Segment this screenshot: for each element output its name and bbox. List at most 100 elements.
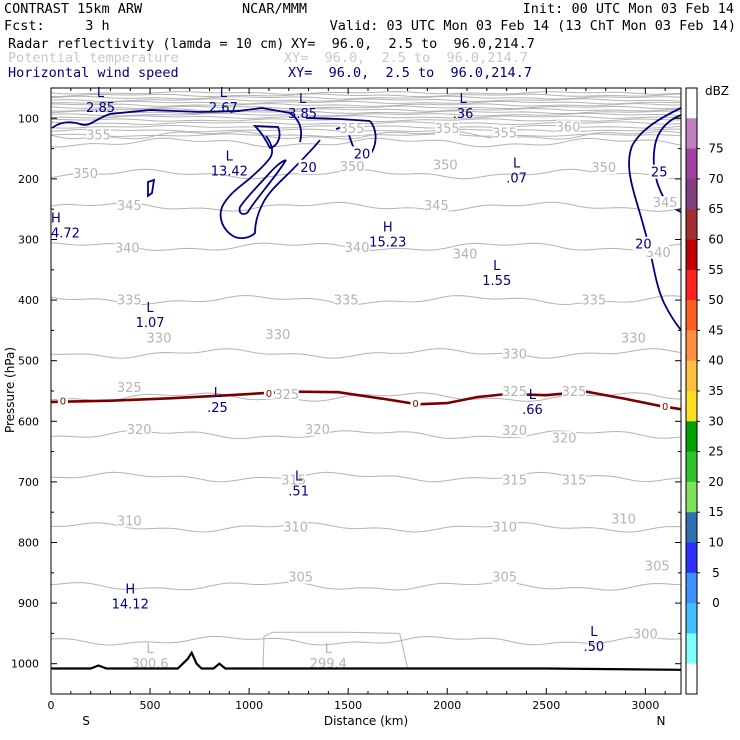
theta-label-bg [435,122,460,136]
x-tick-label: 1000 [235,699,263,712]
theta-contour-boundary-pocket [262,631,409,669]
theta-contour-stratosphere [51,95,681,100]
colorbar-swatch [686,178,697,210]
extremum-type: L [220,86,228,101]
theta-label: 320 [127,423,152,438]
theta-label-bg [562,385,587,399]
theta-contour-stratosphere [51,112,681,117]
extremum-type: L [214,386,222,401]
zero-contour-label: 0 [60,397,66,408]
theta-label: 310 [492,520,517,535]
speed-contour-label: 20 [354,147,371,162]
terrain-line [51,650,681,671]
theta-label: 310 [283,520,308,535]
theta-label-bg [492,126,517,140]
colorbar-swatch [686,209,697,240]
theta-label-bg [556,120,581,134]
colorbar-swatch [686,391,697,422]
extremum-value: 1.55 [482,274,511,289]
extremum-value: 3.85 [288,107,317,122]
colorbar-level-label: 25 [708,445,723,459]
extremum-value: .66 [522,403,543,418]
x-axis-label: Distance (km) [324,714,408,728]
theta-label-bg [633,627,658,641]
theta-contour-stratosphere [51,100,681,105]
colorbar-swatch [686,269,697,301]
theta-label-bg [86,128,111,142]
theta-contour-stratosphere [51,121,681,126]
theta-label-bg [117,293,142,307]
theta-contour-355 [51,137,681,148]
theta-label-bg [340,122,365,136]
extremum-type: L [295,470,303,485]
theta-label: 350 [433,159,458,174]
theta-label: 330 [147,331,172,346]
theta-label: 355 [435,122,460,137]
theta-label: 325 [117,381,142,396]
theta-label-bg [453,247,478,261]
theta-label-bg [340,159,365,173]
extremum-value: .36 [453,107,474,122]
colorbar-level-label: 60 [708,233,723,247]
run-title: CONTRAST 15km ARW [4,1,143,17]
colorbar-level-label: 50 [708,293,723,307]
theta-label: 325 [562,385,587,400]
y-tick-label: 1000 [11,658,39,671]
terrain [51,650,681,671]
colorbar-swatch [686,148,697,180]
wind-contour-left-hook [147,178,156,198]
colorbar-level-label: 10 [708,536,723,550]
extremum-type: H [383,221,393,236]
theta-label-bg [433,158,458,172]
theta-label-bg [502,347,527,361]
wind-contour-inner-loop [252,125,281,150]
theta-contour-stratosphere [51,107,681,112]
theta-label: 320 [552,431,577,446]
colorbar-swatch [686,512,697,543]
extremum-type: L [325,642,333,657]
theta-label: 330 [502,348,527,363]
theta-label-bg [305,422,330,436]
theta-label-bg [146,331,171,345]
colorbar-level-label: 30 [708,414,723,428]
colorbar-swatch [686,481,697,513]
theta-label-bg [653,196,678,210]
colorbar-swatch [686,542,697,574]
theta-label: 355 [492,126,517,141]
wind-contour-jet-inner [238,159,287,215]
init-time: Init: 00 UTC Mon 03 Feb 14 [522,1,734,17]
x-tick-label: 2000 [433,699,461,712]
colorbar-swatch [686,300,697,331]
south-label: S [82,714,90,728]
speed-label-bg [633,236,654,251]
theta-contour-stratosphere [51,124,681,129]
wind-contour-east-20 [628,107,681,331]
speed-label-bg [298,159,319,174]
y-axis-label: Pressure (hPa) [3,347,17,433]
zero-dbz-line [51,390,681,411]
theta-contours [51,91,681,669]
extremum-type: H [125,582,135,597]
colorbar-level-label: 20 [708,475,723,489]
speed-label-bg [352,146,373,161]
y-tick-label: 800 [18,537,39,550]
extremum-value: 15.23 [369,236,406,251]
extremum-type: L [513,156,521,171]
theta-label: 310 [117,514,142,529]
theta-label-bg [288,570,313,584]
y-tick-label: 700 [18,476,39,489]
zero-contour-label: 0 [412,399,418,410]
theta-contour-stratosphere [51,91,681,95]
field-xy-reflectivity: XY= 96.0, 2.5 to 96.0,214.7 [291,36,535,52]
theta-label-bg [621,331,646,345]
extremum-value: .07 [506,171,527,186]
field-xy-theta: XY= 96.0, 2.5 to 96.0,214.7 [284,50,528,66]
theta-label: 350 [73,167,98,182]
x-tick-label: 500 [140,699,161,712]
extremum-value: 2.67 [209,101,238,116]
wind-contour-top-mid [229,107,303,143]
colorbar-swatch [686,451,697,483]
colorbar-swatch [686,663,697,695]
theta-label-bg [281,473,306,487]
